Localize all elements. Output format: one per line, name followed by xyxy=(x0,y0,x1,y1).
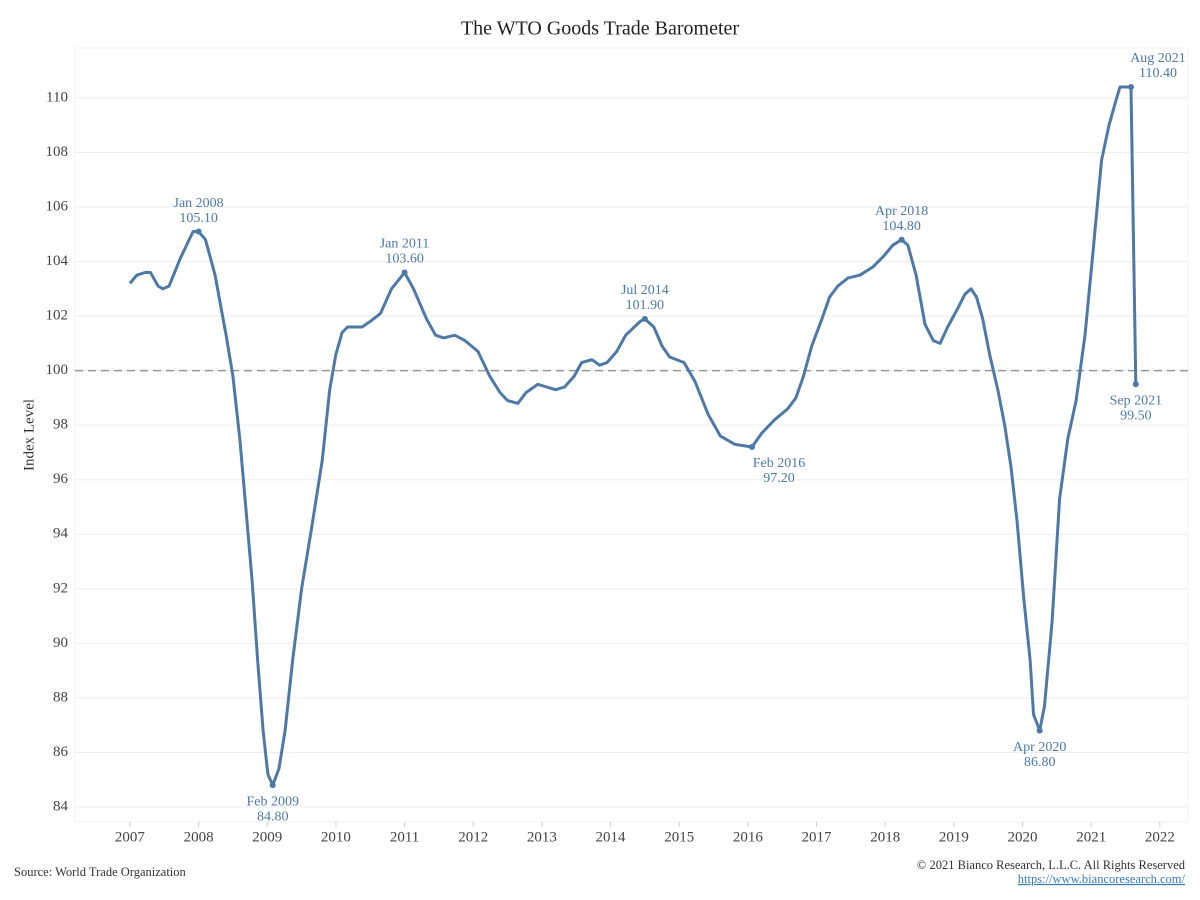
annotation-value: 101.90 xyxy=(626,298,665,313)
x-tick-label: 2016 xyxy=(733,829,764,845)
url[interactable]: https://www.biancoresearch.com/ xyxy=(1018,872,1186,886)
x-tick-label: 2015 xyxy=(664,829,694,845)
annotation-dot xyxy=(641,315,648,322)
y-tick-label: 94 xyxy=(53,526,69,542)
annotation-dot xyxy=(1132,381,1139,388)
annotation-value: 99.50 xyxy=(1120,408,1152,423)
x-tick-label: 2021 xyxy=(1076,829,1106,845)
x-tick-label: 2017 xyxy=(802,829,833,845)
annotation-label: Feb 2009 xyxy=(246,794,299,809)
y-tick-label: 88 xyxy=(53,689,68,705)
annotation-dot xyxy=(749,444,756,450)
x-tick-label: 2008 xyxy=(184,829,214,845)
annotation-value: 104.80 xyxy=(882,219,921,234)
x-tick-label: 2010 xyxy=(321,829,351,845)
annotation-label: Jan 2008 xyxy=(174,196,224,211)
annotation-value: 97.20 xyxy=(763,471,795,486)
x-tick-label: 2009 xyxy=(252,829,282,845)
annotation-dot xyxy=(401,269,408,276)
annotation-label: Apr 2020 xyxy=(1013,740,1066,755)
annotation-value: 103.60 xyxy=(385,252,424,267)
annotation-value: 110.40 xyxy=(1139,66,1177,81)
annotation-label: Jul 2014 xyxy=(621,283,669,298)
x-tick-label: 2014 xyxy=(596,829,627,845)
annotation-label: Apr 2018 xyxy=(875,204,928,219)
annotation-dot xyxy=(1036,727,1043,734)
x-tick-label: 2013 xyxy=(527,829,557,845)
x-tick-label: 2007 xyxy=(115,829,146,845)
x-tick-label: 2018 xyxy=(870,829,900,845)
y-tick-label: 98 xyxy=(53,417,68,433)
chart-title: The WTO Goods Trade Barometer xyxy=(461,18,739,40)
annotation-value: 105.10 xyxy=(179,211,218,226)
y-tick-label: 108 xyxy=(46,144,69,160)
y-tick-label: 84 xyxy=(53,798,69,814)
y-tick-label: 110 xyxy=(46,89,68,105)
annotation-label: Aug 2021 xyxy=(1130,51,1186,66)
x-tick-label: 2022 xyxy=(1145,829,1175,845)
plot-area xyxy=(74,47,1189,823)
y-tick-label: 86 xyxy=(53,744,69,760)
annotation-value: 86.80 xyxy=(1024,755,1056,770)
y-tick-label: 92 xyxy=(53,580,68,596)
x-tick-label: 2020 xyxy=(1008,829,1038,845)
data-line xyxy=(128,85,1138,787)
y-tick-label: 100 xyxy=(46,362,69,378)
source: Source: World Trade Organization xyxy=(14,865,187,879)
annotation-dot xyxy=(1128,84,1135,90)
x-tick-label: 2019 xyxy=(939,829,969,845)
annotation-label: Feb 2016 xyxy=(753,456,806,471)
annotation-dot xyxy=(269,782,276,789)
annotation-value: 84.80 xyxy=(257,809,289,824)
y-tick-label: 102 xyxy=(46,308,69,324)
y-tick-label: 106 xyxy=(46,198,69,214)
y-tick-label: 90 xyxy=(53,635,68,651)
x-tick-label: 2011 xyxy=(390,829,419,845)
annotation-label: Sep 2021 xyxy=(1110,393,1163,408)
y-tick-label: 104 xyxy=(46,253,69,269)
y-tick-label: 96 xyxy=(53,471,69,487)
copyright: © 2021 Bianco Research, L.L.C. All Right… xyxy=(917,858,1186,872)
annotation-label: Jan 2011 xyxy=(380,237,430,252)
annotation-dot xyxy=(195,228,202,235)
y-axis-label: Index Level xyxy=(21,399,37,471)
annotation-dot xyxy=(898,236,905,243)
x-tick-label: 2012 xyxy=(458,829,488,845)
